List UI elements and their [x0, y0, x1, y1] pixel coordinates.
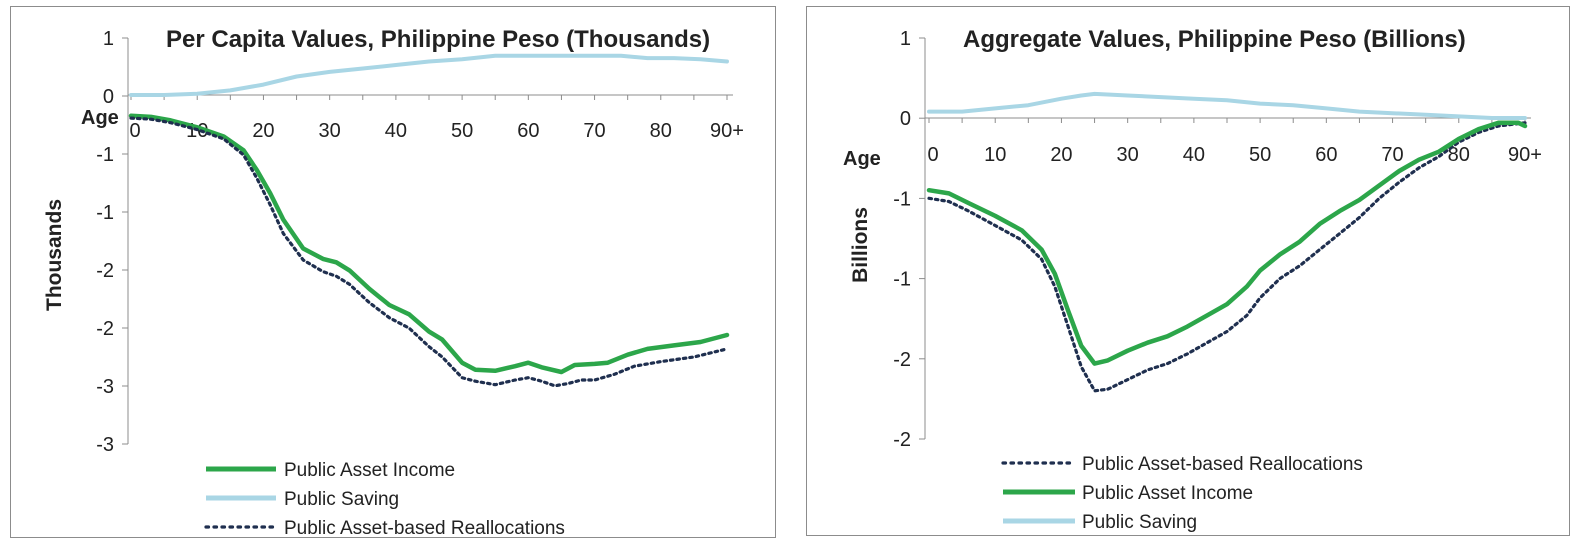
y-tick-label: -2: [893, 349, 911, 371]
legend-label-public-asset-income: Public Asset Income: [284, 460, 455, 481]
x-tick-label: 30: [319, 120, 341, 142]
x-axis-label: Age: [81, 107, 119, 129]
aggregate-chart-panel: Aggregate Values, Philippine Peso (Billi…: [806, 6, 1570, 536]
series-line-public-asset-based-reallocations: [129, 116, 729, 388]
x-tick-label: 90+: [710, 120, 744, 142]
chart-title: Aggregate Values, Philippine Peso (Billi…: [963, 26, 1466, 53]
series-line-public-saving: [129, 53, 729, 97]
per-capita-chart: Per Capita Values, Philippine Peso (Thou…: [43, 26, 744, 538]
x-tick-label: 10: [984, 144, 1006, 166]
x-tick-label: 0: [927, 144, 938, 166]
legend-label-public-saving: Public Saving: [284, 489, 399, 510]
y-tick-label: 1: [900, 28, 911, 50]
legend-label-public-asset-income: Public Asset Income: [1082, 483, 1253, 504]
series-line-public-asset-income: [128, 113, 730, 375]
y-axis-label: Thousands: [43, 199, 66, 311]
x-tick-label: 50: [451, 120, 473, 142]
legend-label-public-asset-based-reallocations: Public Asset-based Reallocations: [1082, 454, 1363, 475]
y-tick-label: -3: [96, 376, 114, 398]
aggregate-chart: Aggregate Values, Philippine Peso (Billi…: [843, 26, 1542, 533]
x-tick-label: 60: [1315, 144, 1337, 166]
x-axis-label: Age: [843, 148, 881, 170]
x-tick-label: 70: [1381, 144, 1403, 166]
x-tick-label: 20: [252, 120, 274, 142]
x-tick-label: 30: [1117, 144, 1139, 166]
series-line-public-saving: [927, 91, 1527, 120]
y-tick-label: -1: [893, 188, 911, 210]
x-tick-label: 40: [1183, 144, 1205, 166]
y-tick-label: -2: [96, 260, 114, 282]
y-tick-label: 0: [103, 86, 114, 108]
series-line-public-asset-based-reallocations: [927, 121, 1527, 393]
series-line-public-asset-income: [926, 120, 1528, 366]
legend-label-public-asset-based-reallocations: Public Asset-based Reallocations: [284, 518, 565, 538]
x-tick-label: 70: [583, 120, 605, 142]
x-tick-label: 20: [1050, 144, 1072, 166]
y-tick-label: -1: [96, 202, 114, 224]
y-tick-label: -1: [893, 269, 911, 291]
x-tick-label: 40: [385, 120, 407, 142]
y-tick-label: -1: [96, 144, 114, 166]
y-axis-label: Billions: [849, 207, 872, 283]
x-tick-label: 80: [1448, 144, 1470, 166]
x-tick-label: 60: [517, 120, 539, 142]
y-tick-label: 1: [103, 28, 114, 50]
per-capita-chart-panel: Per Capita Values, Philippine Peso (Thou…: [10, 6, 776, 538]
y-tick-label: -3: [96, 434, 114, 456]
legend-label-public-saving: Public Saving: [1082, 512, 1197, 533]
x-tick-label: 50: [1249, 144, 1271, 166]
chart-title: Per Capita Values, Philippine Peso (Thou…: [166, 26, 710, 53]
x-tick-label: 90+: [1508, 144, 1542, 166]
x-tick-label: 80: [650, 120, 672, 142]
x-tick-label: 0: [129, 120, 140, 142]
y-tick-label: -2: [893, 429, 911, 451]
y-tick-label: -2: [96, 318, 114, 340]
y-tick-label: 0: [900, 108, 911, 130]
